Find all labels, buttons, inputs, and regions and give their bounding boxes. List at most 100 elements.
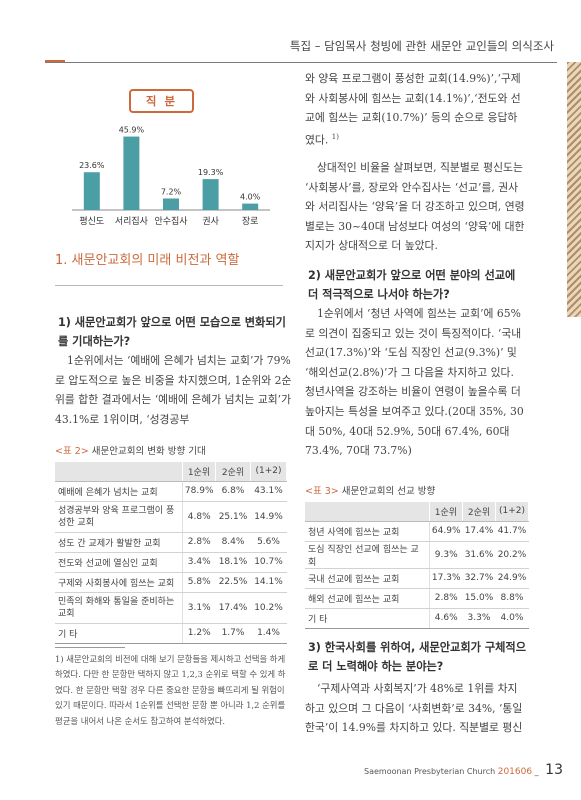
table-cell: 43.1%: [250, 481, 287, 502]
table-cell: 5.6%: [250, 532, 287, 553]
table-cell-item: 성경공부와 양육 프로그램이 풍성한 교회: [55, 501, 183, 533]
chart-value-label: 19.3%: [198, 168, 224, 177]
table-cell-item: 성도 간 교제가 활발한 교회: [55, 532, 183, 553]
chart-bar: [163, 198, 179, 210]
table3: 1순위 2순위 (1+2) 청년 사역에 힘쓰는 교회 64.9% 17.4% …: [305, 502, 530, 629]
table3-caption: <표 3> 새문안교회의 선교 방향: [305, 483, 435, 497]
table-cell: 9.3%: [429, 541, 463, 569]
table-cell: 64.9%: [429, 521, 463, 542]
table-cell: 78.9%: [182, 481, 216, 502]
table-cell: 1.2%: [182, 623, 216, 644]
page-footer: Saemoonan Presbyterian Church 201606 _ 1…: [364, 762, 563, 778]
right-paragraph-2: 상대적인 비율을 살펴보면, 직분별로 평신도는 ‘사회봉사’를, 장로와 안수…: [305, 161, 525, 253]
table-cell-item: 기 타: [55, 623, 183, 644]
table-row: 전도와 선교에 열심인 교회 3.4% 18.1% 10.7%: [55, 552, 287, 573]
chart-category-label: 안수집사: [154, 215, 188, 227]
chart-category-label: 장로: [242, 216, 259, 227]
header-accent-bar: [45, 60, 65, 63]
chart-value-label: 4.0%: [240, 193, 261, 202]
table-row: 해외 선교에 힘쓰는 교회 2.8% 15.0% 8.8%: [305, 588, 529, 609]
running-header: 특집 – 담임목사 청빙에 관한 새문안 교인들의 의식조사: [289, 39, 554, 53]
chart-bar: [123, 136, 140, 210]
table-cell-item: 전도와 선교에 열심인 교회: [55, 552, 183, 573]
table-cell-item: 국내 선교에 힘쓰는 교회: [305, 568, 430, 589]
table-cell: 4.6%: [429, 608, 463, 629]
right-paragraph-1-text: 와 양육 프로그램이 풍성한 교회(14.9%)’,‘구제와 사회봉사에 힘쓰는…: [305, 72, 521, 147]
table-cell: 1.4%: [250, 623, 287, 644]
right-paragraph-3: 1순위에서 ‘청년 사역에 힘쓰는 교회’에 65%로 의견이 집중되고 있는 …: [305, 307, 524, 458]
footer-publication: Saemoonan Presbyterian Church: [364, 767, 496, 776]
table-cell: 2.8%: [182, 532, 216, 553]
table-row: 청년 사역에 힘쓰는 교회 64.9% 17.4% 41.7%: [305, 521, 529, 542]
table-cell: 2.8%: [429, 588, 463, 609]
table-cell: 31.6%: [462, 541, 496, 569]
table-header-cell: 2순위: [462, 502, 496, 522]
table-cell: 41.7%: [495, 521, 529, 542]
right-paragraph-1: 와 양육 프로그램이 풍성한 교회(14.9%)’,‘구제와 사회봉사에 힘쓰는…: [305, 69, 527, 150]
table-header-cell: [55, 462, 183, 482]
section-title: 1. 새문안교회의 미래 비전과 역할: [55, 253, 240, 268]
table-row: 기 타 4.6% 3.3% 4.0%: [305, 608, 529, 629]
table-header-cell: [305, 502, 430, 522]
table-cell: 8.4%: [215, 532, 251, 553]
table3-caption-text: 새문안교회의 선교 방향: [341, 486, 436, 497]
table-cell-item: 구제와 사회봉사에 힘쓰는 교회: [55, 572, 183, 593]
header-rule: [45, 62, 557, 63]
table-header-cell: 1순위: [429, 502, 464, 522]
table-cell: 4.0%: [495, 608, 529, 629]
table-cell-item: 해외 선교에 힘쓰는 교회: [305, 588, 430, 609]
page-number: 13: [545, 762, 563, 778]
table2: 1순위 2순위 (1+2) 예배에 은혜가 넘치는 교회 78.9% 6.8% …: [55, 462, 287, 644]
chart-svg: 23.6% 평신도 45.9% 서리집사 7.2% 안수집사 19.3% 권사 4.0% 장로: [72, 126, 270, 227]
table-cell: 10.2%: [250, 592, 287, 624]
footer-separator: _: [534, 767, 539, 776]
footer-issue: 201606: [497, 767, 533, 777]
side-decorative-stripe: [567, 62, 581, 317]
table-cell: 15.0%: [462, 588, 496, 609]
table-cell: 1.7%: [215, 623, 251, 644]
table-header-cell: (1+2): [495, 502, 530, 522]
position-bar-chart: 23.6% 평신도 45.9% 서리집사 7.2% 안수집사 19.3% 권사 4.0% 장로 직…: [66, 89, 276, 230]
table-header-cell: 1순위: [182, 462, 217, 482]
right-paragraph-4: ‘구제사역과 사회복지’가 48%로 1위를 차지하고 있으며 그 다음이 ‘사…: [305, 682, 523, 735]
table-cell: 18.1%: [215, 552, 251, 573]
table-cell-item: 민족의 화해와 통일을 준비하는 교회: [55, 592, 183, 624]
table-cell: 4.8%: [182, 501, 216, 533]
table-cell: 32.7%: [462, 568, 496, 589]
table-row: 도심 직장인 선교에 힘쓰는 교회 9.3% 31.6% 20.2%: [305, 541, 529, 569]
table-cell: 14.1%: [250, 572, 287, 593]
table-cell: 20.2%: [495, 541, 529, 569]
table-cell-item: 예배에 은혜가 넘치는 교회: [55, 481, 183, 502]
question-2-heading: 2) 새문안교회가 앞으로 어떤 분야의 선교에 더 적극적으로 나서야 하는가…: [308, 269, 516, 301]
table-cell: 17.3%: [429, 568, 463, 589]
chart-bar: [242, 203, 259, 210]
table2-label: <표 2>: [55, 446, 89, 457]
chart-value-label: 45.9%: [119, 126, 145, 135]
table3-label: <표 3>: [305, 486, 339, 497]
left-paragraph: 1순위에서는 ‘예배에 은혜가 넘치는 교회’가 79%로 압도적으로 높은 비…: [55, 354, 292, 426]
table-row: 성경공부와 양육 프로그램이 풍성한 교회 4.8% 25.1% 14.9%: [55, 501, 287, 533]
table-cell: 5.8%: [182, 572, 216, 593]
chart-bar: [202, 179, 219, 210]
section-rule: [55, 285, 283, 286]
chart-bar: [83, 172, 100, 210]
table-cell: 24.9%: [495, 568, 529, 589]
table-cell-item: 도심 직장인 선교에 힘쓰는 교회: [305, 541, 430, 569]
table-row: 예배에 은혜가 넘치는 교회 78.9% 6.8% 43.1%: [55, 481, 287, 502]
table-cell: 17.4%: [462, 521, 496, 542]
table2-caption: <표 2> 새문안교회의 변화 방향 기대: [55, 443, 206, 457]
table-cell: 3.3%: [462, 608, 496, 629]
chart-value-label: 7.2%: [161, 187, 182, 196]
table2-header-row: 1순위 2순위 (1+2): [55, 462, 287, 482]
table-row: 기 타 1.2% 1.7% 1.4%: [55, 623, 287, 644]
table-cell: 8.8%: [495, 588, 529, 609]
table-row: 구제와 사회봉사에 힘쓰는 교회 5.8% 22.5% 14.1%: [55, 572, 287, 593]
footnote-rule: [55, 647, 125, 648]
table-cell: 17.4%: [215, 592, 251, 624]
chart-value-label: 23.6%: [79, 161, 105, 170]
table-cell: 25.1%: [215, 501, 251, 533]
table-header-cell: 2순위: [215, 462, 251, 482]
table-row: 성도 간 교제가 활발한 교회 2.8% 8.4% 5.6%: [55, 532, 287, 553]
table-row: 국내 선교에 힘쓰는 교회 17.3% 32.7% 24.9%: [305, 568, 529, 589]
